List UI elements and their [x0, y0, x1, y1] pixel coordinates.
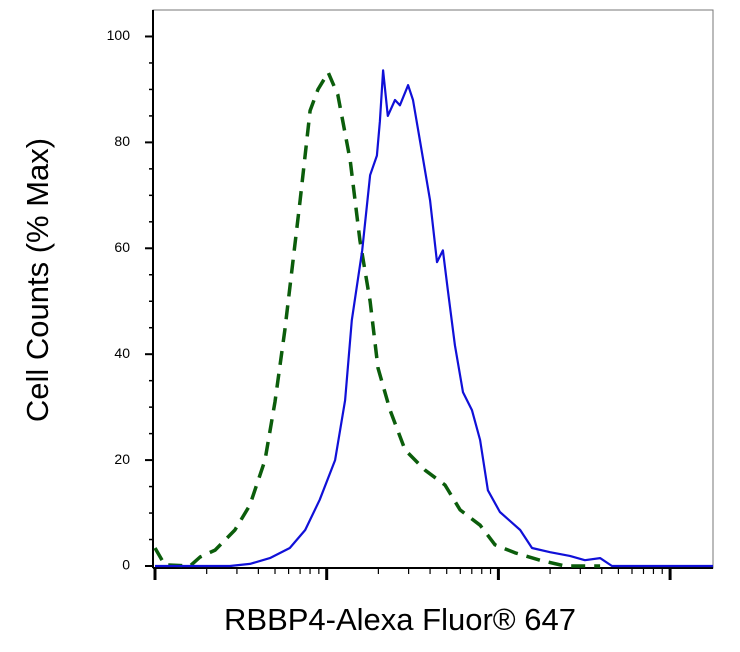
series-line	[153, 70, 601, 568]
y-tick-label: 0	[122, 557, 130, 573]
y-tick-label: 20	[114, 451, 130, 467]
plot-frame	[152, 9, 714, 569]
x-axis-label: RBBP4-Alexa Fluor® 647	[224, 602, 576, 637]
y-tick-label: 60	[114, 239, 130, 255]
y-axis-label: Cell Counts (% Max)	[20, 138, 55, 422]
y-tick-label: 100	[107, 27, 131, 43]
series-line	[155, 69, 713, 568]
y-tick-label: 40	[114, 345, 130, 361]
y-tick-label: 80	[114, 133, 130, 149]
